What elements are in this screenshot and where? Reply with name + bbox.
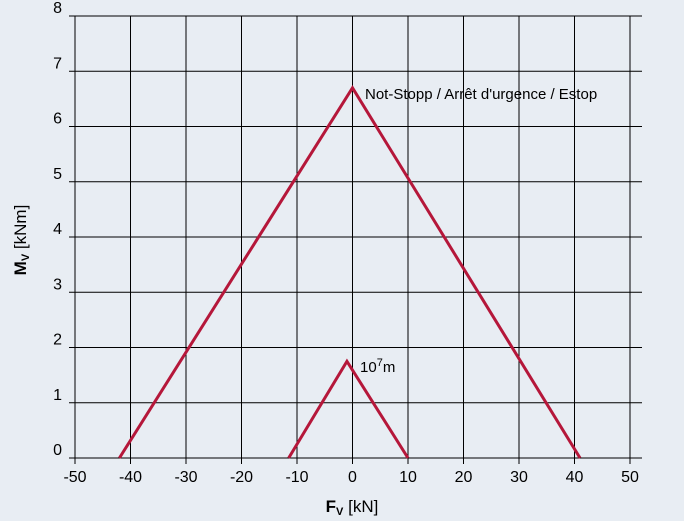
y-tick-label: 1: [53, 387, 62, 404]
y-axis-title: MV [kNm]: [11, 205, 32, 276]
x-tick-label: 40: [566, 469, 584, 486]
annotation-107m: 107m: [360, 357, 395, 376]
y-tick-label: 8: [53, 0, 62, 17]
y-axis-title-sub: V: [20, 253, 32, 261]
x-tick-labels: -50 -40 -30 -20 -10 0 10 20 30 40 50: [63, 469, 639, 486]
annotation-estop: Not-Stopp / Arrêt d'urgence / Estop: [365, 86, 597, 103]
x-tick-label: -10: [285, 469, 308, 486]
x-tick-label: -30: [174, 469, 197, 486]
x-axis-title-main: F: [326, 497, 336, 516]
x-tick-label: -50: [63, 469, 86, 486]
annotation-107m-base: 10: [360, 359, 377, 376]
x-tick-label: 0: [348, 469, 357, 486]
series-group: [118, 84, 582, 459]
y-tick-label: 5: [53, 166, 62, 183]
x-tick-label: -20: [230, 469, 253, 486]
y-axis-title-unit: [kNm]: [11, 205, 30, 254]
y-tick-label: 2: [53, 332, 62, 349]
series-line-0: [118, 84, 582, 459]
annotation-107m-sup: 7: [377, 357, 383, 369]
x-tick-label: 20: [455, 469, 473, 486]
y-tick-label: 3: [53, 276, 62, 293]
x-axis-title: FV [kN]: [326, 497, 379, 518]
y-tick-label: 4: [53, 221, 62, 238]
y-tick-labels: 0 1 2 3 4 5 6 7 8: [53, 0, 62, 459]
y-tick-label: 6: [53, 111, 62, 128]
x-axis-title-unit: [kN]: [343, 497, 378, 516]
y-axis-title-main: M: [11, 261, 30, 275]
x-tick-label: 30: [510, 469, 528, 486]
y-tick-label: 0: [53, 442, 62, 459]
x-tick-label: 10: [399, 469, 417, 486]
series-line-1: [287, 358, 410, 459]
annotation-107m-unit: m: [383, 359, 396, 376]
x-tick-label: -40: [119, 469, 142, 486]
grid: [69, 15, 642, 464]
x-tick-label: 50: [621, 469, 639, 486]
x-axis-title-sub: V: [336, 506, 344, 518]
y-tick-label: 7: [53, 55, 62, 72]
